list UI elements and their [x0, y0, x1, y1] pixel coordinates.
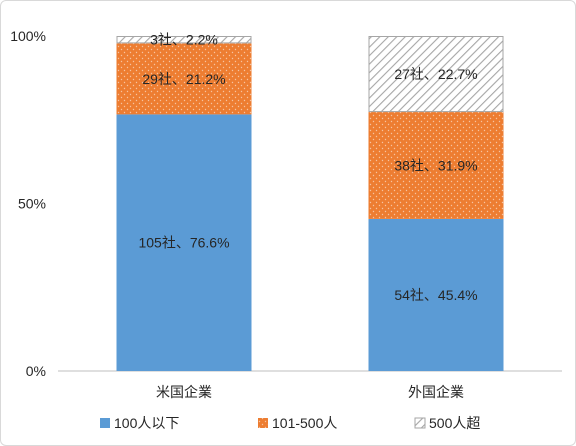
- data-label: 29社、21.2%: [142, 71, 225, 87]
- bar-segment-outline: [368, 36, 504, 113]
- data-labels-layer: 105社、76.6% 29社、21.2% 3社、2.2% 54社、45.4% 38社、3…: [138, 32, 477, 303]
- data-label: 3社、2.2%: [150, 32, 218, 48]
- bars-layer: [116, 36, 504, 371]
- legend-label: 500人超: [429, 415, 480, 431]
- legend-label: 100人以下: [114, 415, 179, 431]
- category-label: 外国企業: [408, 384, 464, 400]
- y-tick-label: 100%: [10, 28, 46, 44]
- legend-swatch: [414, 417, 426, 429]
- legend-label: 101-500人: [272, 415, 337, 431]
- data-label: 105社、76.6%: [138, 235, 229, 251]
- data-label: 54社、45.4%: [394, 287, 477, 303]
- legend-swatch: [258, 418, 268, 428]
- data-label: 27社、22.7%: [394, 66, 477, 82]
- bar-segment: [116, 36, 252, 44]
- legend-swatch: [100, 418, 110, 428]
- category-label: 米国企業: [156, 384, 212, 400]
- bar-segment: [368, 112, 504, 219]
- bar-segment: [368, 36, 504, 113]
- legend: 100人以下 101-500人 500人超: [100, 415, 480, 431]
- data-label: 38社、31.9%: [394, 157, 477, 173]
- bar-segment: [116, 43, 252, 115]
- y-tick-label: 0%: [26, 363, 46, 379]
- bar-segment-outline: [116, 36, 252, 44]
- bar-segment: [368, 218, 504, 371]
- bar-segment: [116, 114, 252, 371]
- y-tick-label: 50%: [18, 196, 46, 212]
